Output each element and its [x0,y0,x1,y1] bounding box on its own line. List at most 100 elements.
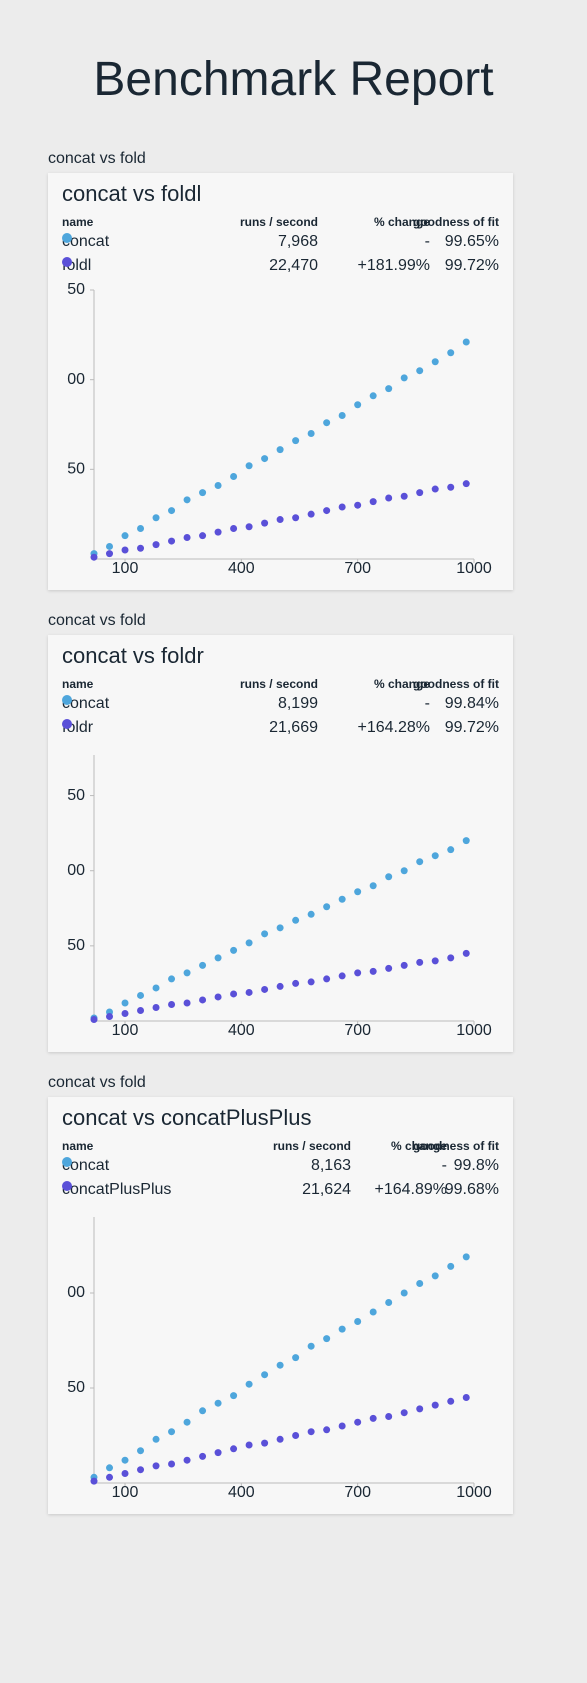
cell: 99.68% [445,1181,499,1199]
x-tick-label: 400 [228,1484,255,1501]
point [121,1009,129,1017]
point [431,1401,439,1409]
x-tick-label: 700 [344,1022,371,1039]
cell-text: goodness of fit [413,677,499,691]
point [199,961,207,969]
x-tick-label: 700 [344,560,371,577]
point [385,1299,393,1306]
x-tick-label: 400 [228,560,255,577]
point [323,1426,331,1434]
point [199,1407,207,1415]
point [307,1342,315,1350]
cell-text: name [62,1139,94,1153]
cell-text: 8,163 [310,1157,351,1174]
table-row: concat 7,968 -99.65% [62,233,499,255]
point [121,1470,129,1477]
legend-dot [62,1181,72,1191]
cell: - [425,233,430,251]
cell: 21,624 [302,1181,351,1199]
cell: goodness of fit [413,215,499,229]
point [152,1462,160,1470]
point [431,358,439,366]
cell-text: 99.72% [444,719,499,736]
point [168,1428,176,1436]
point [354,1318,362,1325]
legend-dot [62,257,72,267]
point [369,882,377,890]
point [245,939,253,947]
point [183,533,191,541]
point [462,1394,470,1401]
point [323,419,331,427]
point [214,481,222,489]
x-tick-label: 400 [228,1022,255,1039]
table-row: foldl 22,470 +181.99% 99.72% [62,257,499,279]
x-tick-label: 100 [112,560,139,577]
point [385,1413,393,1420]
point [245,523,253,531]
point [307,510,315,518]
cell: concatPlusPlus [62,1181,171,1199]
scatter-chart: 50 100 100 400 700 1000 [58,1217,492,1501]
cell: +164.28% [357,719,430,737]
y-tick-label: 100 [58,1284,85,1301]
point [416,958,424,966]
point [121,532,129,540]
y-tick-label: 50 [67,461,85,478]
point [400,867,408,875]
point [230,1392,238,1400]
cell: +181.99% [357,257,430,275]
cell-text: 7,968 [277,233,318,250]
point [385,964,393,972]
cell-text: goodness of fit [413,1139,499,1153]
cell: % change [391,1139,447,1153]
point [369,1414,377,1422]
point [369,1308,377,1316]
point [276,1435,284,1443]
point [338,1422,346,1430]
table-row: foldr 21,669 +164.28% 99.72% [62,719,499,741]
cell: name [62,677,93,691]
cell-text: name [62,677,94,691]
point [307,978,315,986]
point [152,1435,160,1443]
point [214,1399,222,1407]
point [106,542,114,550]
point [338,412,346,420]
point [369,498,377,506]
point [168,1460,176,1468]
point [137,525,145,533]
point [261,985,269,993]
card: concat vs concatPlusPlus name runs / secon… [48,1097,513,1514]
point [369,967,377,975]
point [292,1354,300,1362]
cell: % change [374,677,430,691]
point [447,483,455,491]
legend-dot [62,233,72,243]
x-tick-label: 100 [112,1484,139,1501]
cell-text: 99.84% [444,695,499,712]
point [416,858,424,866]
cell-text: runs / second [239,677,318,691]
scatter-chart: 50 100 150 100 400 700 1000 [67,281,492,577]
cell: concat [62,695,109,713]
point [152,984,160,992]
page-title: Benchmark Report [93,53,494,106]
table-header: name runs / second % change goodness of fit [62,677,499,699]
point [106,1012,114,1020]
card-title: concat vs foldl [62,181,202,206]
point [261,1371,269,1379]
point [276,924,284,932]
section-heading: concat vs fold [48,612,146,629]
cell-text: goodness of fit [413,215,499,229]
point [168,1000,176,1008]
table-header: name runs / second % change goodness of fit [62,215,499,237]
cell-text: runs / second [239,215,318,229]
cell: 22,470 [269,257,318,275]
y-tick-label: 150 [58,787,85,804]
point [354,401,362,409]
cell: 99.84% [445,695,499,713]
point [292,437,300,445]
cell: 99.72% [445,719,499,737]
